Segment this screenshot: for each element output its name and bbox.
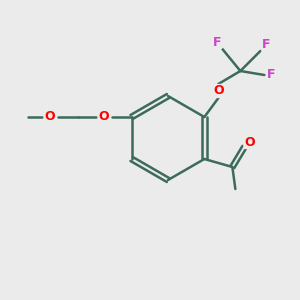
Text: F: F xyxy=(213,35,222,49)
Text: O: O xyxy=(244,136,255,148)
Text: F: F xyxy=(262,38,271,52)
Text: F: F xyxy=(267,68,276,82)
Text: O: O xyxy=(98,110,109,124)
Text: O: O xyxy=(44,110,55,124)
Text: O: O xyxy=(213,85,224,98)
